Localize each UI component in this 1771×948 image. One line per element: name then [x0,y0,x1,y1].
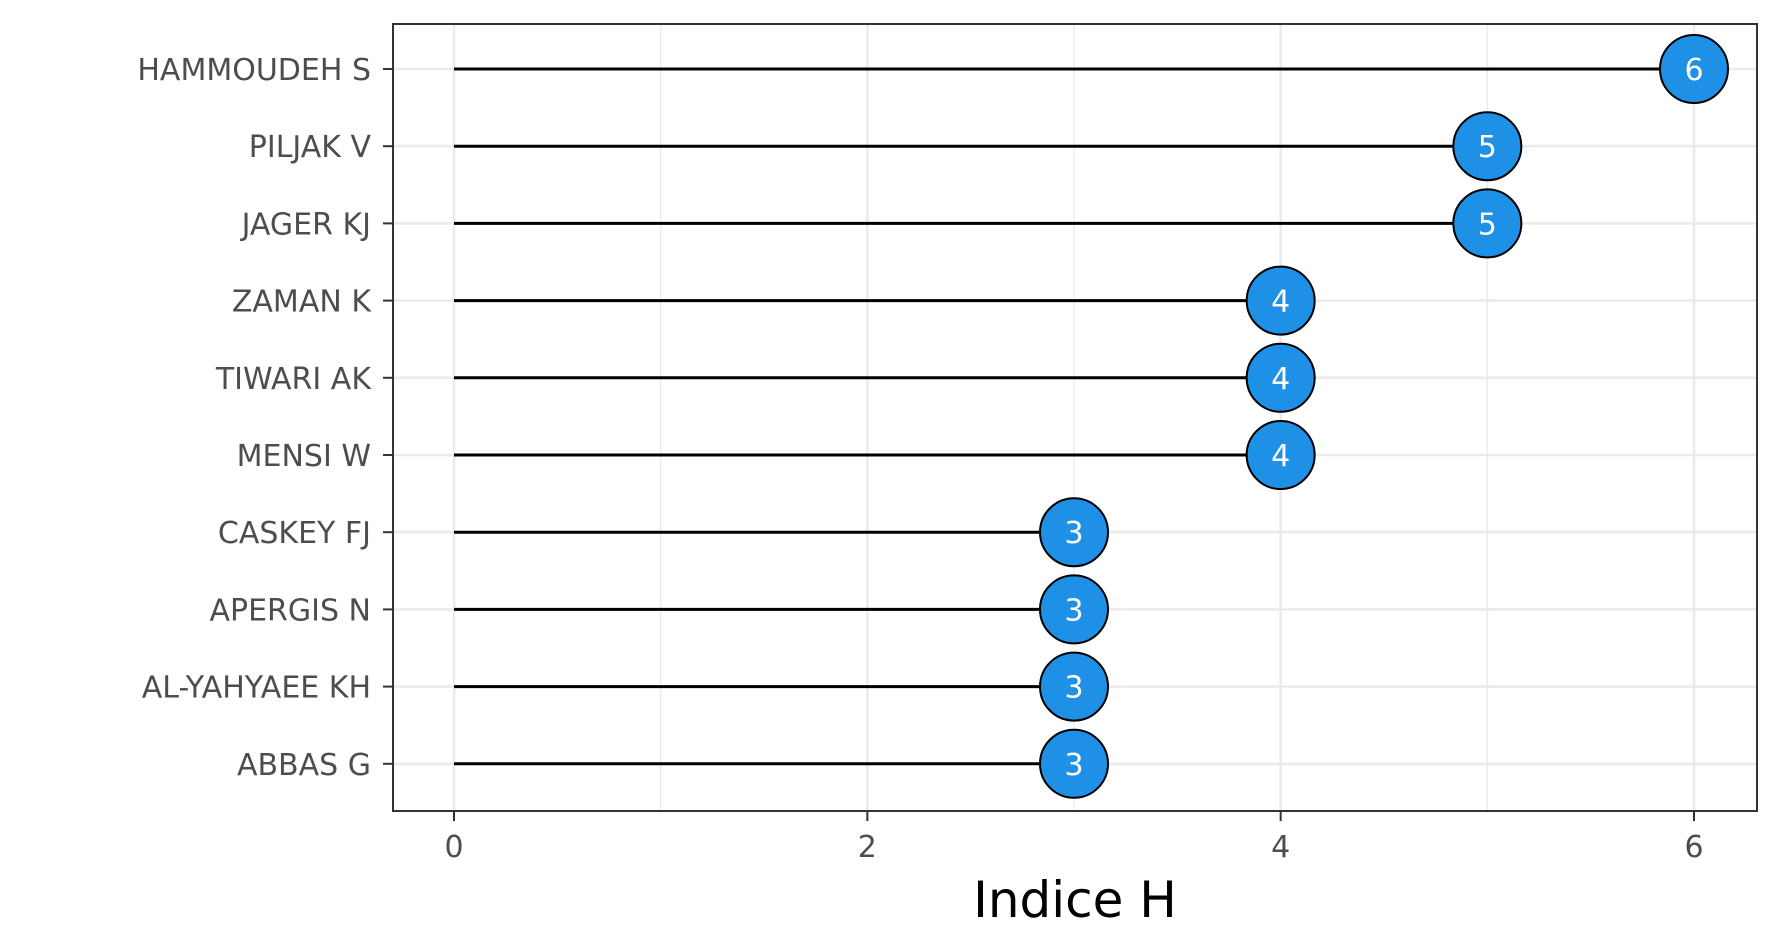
y-tick-label: AL-YAHYAEE KH [142,671,371,706]
point-value-label: 4 [1271,362,1290,397]
point-value-label: 4 [1271,439,1290,474]
y-tick-label: APERGIS N [209,593,371,628]
y-tick-label: ABBAS G [237,748,371,783]
y-tick-label: PILJAK V [249,130,372,165]
point-value-label: 3 [1064,748,1083,783]
y-tick-label: JAGER KJ [240,207,371,242]
point-value-label: 5 [1478,130,1497,165]
x-tick-label: 6 [1684,830,1703,865]
x-tick-label: 4 [1271,830,1290,865]
point-value-label: 4 [1271,285,1290,320]
point-value-label: 3 [1064,671,1083,706]
y-tick-label: CASKEY FJ [218,516,371,551]
point-value-label: 3 [1064,593,1083,628]
y-tick-label: HAMMOUDEH S [137,53,371,88]
x-tick-label: 2 [858,830,877,865]
y-tick-label: TIWARI AK [215,362,372,397]
x-axis-title: Indice H [973,871,1177,929]
point-value-label: 3 [1064,516,1083,551]
point-value-label: 6 [1684,53,1703,88]
point-value-label: 5 [1478,207,1497,242]
y-tick-label: MENSI W [237,439,371,474]
x-tick-label: 0 [444,830,463,865]
point-layer: 6 5 5 4 4 4 3 3 3 3 [1040,35,1728,798]
y-tick-label: ZAMAN K [232,285,372,320]
